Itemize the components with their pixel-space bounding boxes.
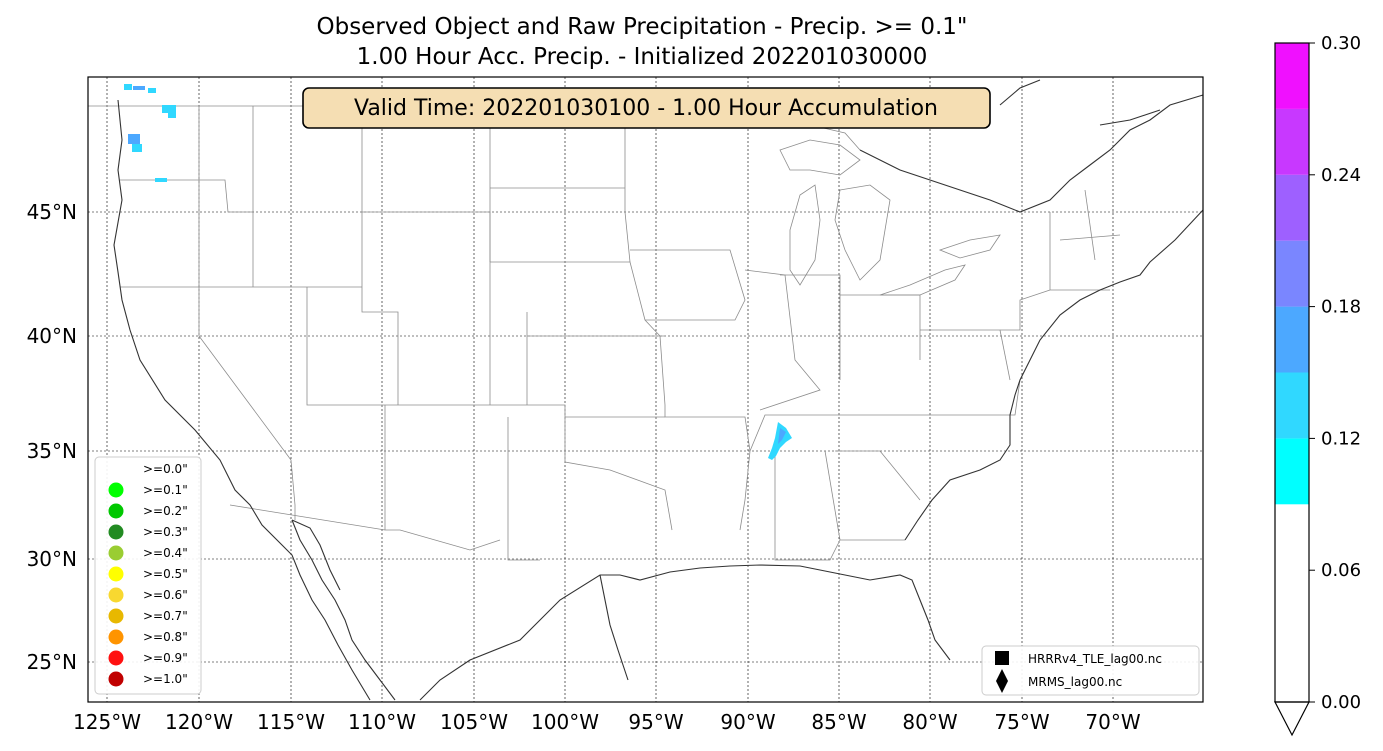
lon-tick-label: 110°W <box>348 710 416 734</box>
lat-tick-label: 30°N <box>27 547 77 571</box>
source-legend-label: MRMS_lag00.nc <box>1028 675 1122 689</box>
threshold-marker <box>108 671 124 687</box>
colorbar-band <box>1275 43 1309 109</box>
lat-tick-label: 25°N <box>27 650 77 674</box>
threshold-label: >=0.3" <box>143 525 188 539</box>
lon-tick-labels: 125°W 120°W 115°W 110°W 105°W 100°W 95°W… <box>73 710 1141 734</box>
lon-tick-label: 105°W <box>440 710 508 734</box>
colorbar-tick-label: 0.30 <box>1321 33 1361 54</box>
diamond-icon <box>996 669 1008 693</box>
lon-tick-label: 90°W <box>720 710 775 734</box>
threshold-label: >=0.7" <box>143 609 188 623</box>
valid-time-label: Valid Time: 202201030100 - 1.00 Hour Acc… <box>354 96 938 121</box>
great-lakes <box>779 139 1001 296</box>
source-legend-label: HRRRv4_TLE_lag00.nc <box>1028 652 1162 666</box>
source-legend: HRRRv4_TLE_lag00.nc MRMS_lag00.nc <box>981 645 1200 696</box>
threshold-marker <box>108 629 124 645</box>
colorbar-tick-label: 0.00 <box>1321 692 1361 713</box>
lon-tick-label: 85°W <box>811 710 866 734</box>
colorbar-band <box>1275 174 1309 241</box>
colorbar-band <box>1275 108 1309 175</box>
threshold-marker <box>108 503 124 519</box>
lon-tick-label: 70°W <box>1085 710 1140 734</box>
threshold-marker <box>108 608 124 624</box>
threshold-label: >=1.0" <box>143 672 188 686</box>
lon-tick-label: 75°W <box>994 710 1049 734</box>
valid-time-box: Valid Time: 202201030100 - 1.00 Hour Acc… <box>302 87 991 129</box>
threshold-marker <box>108 566 124 582</box>
colorbar-band <box>1275 240 1309 307</box>
threshold-label: >=0.4" <box>143 546 188 560</box>
colorbar: 0.30 0.24 0.18 0.12 0.06 0.00 <box>1274 33 1361 737</box>
threshold-marker <box>108 587 124 603</box>
lat-tick-label: 35°N <box>27 439 77 463</box>
threshold-label: >=0.6" <box>143 588 188 602</box>
title-line-2: 1.00 Hour Acc. Precip. - Initialized 202… <box>357 44 928 70</box>
threshold-legend: >=0.0" >=0.1" >=0.2" >=0.3" >=0.4" >=0.5" >=0.… <box>94 456 202 695</box>
coastlines <box>113 79 1204 701</box>
colorbar-tick-label: 0.18 <box>1321 297 1361 318</box>
threshold-marker <box>108 545 124 561</box>
lon-tick-label: 95°W <box>628 710 683 734</box>
precip-objects <box>124 84 792 460</box>
threshold-label: >=0.8" <box>143 630 188 644</box>
colorbar-tick-label: 0.06 <box>1321 560 1361 581</box>
colorbar-tick-label: 0.24 <box>1321 165 1361 186</box>
colorbar-frame <box>1274 42 1310 703</box>
threshold-marker <box>108 461 124 477</box>
lat-tick-label: 40°N <box>27 324 77 348</box>
colorbar-band <box>1275 438 1309 505</box>
colorbar-band <box>1275 372 1309 439</box>
square-icon <box>995 651 1009 665</box>
threshold-label: >=0.5" <box>143 567 188 581</box>
title-line-1: Observed Object and Raw Precipitation - … <box>317 14 968 40</box>
threshold-marker <box>108 482 124 498</box>
lon-tick-label: 120°W <box>165 710 233 734</box>
lon-tick-label: 125°W <box>73 710 141 734</box>
threshold-marker <box>108 524 124 540</box>
colorbar-extend-arrow <box>1274 701 1310 737</box>
colorbar-tick-label: 0.12 <box>1321 428 1361 449</box>
lon-tick-label: 80°W <box>902 710 957 734</box>
threshold-marker <box>108 650 124 666</box>
lon-tick-label: 115°W <box>257 710 325 734</box>
threshold-label: >=0.2" <box>143 504 188 518</box>
threshold-label: >=0.1" <box>143 483 188 497</box>
threshold-label: >=0.9" <box>143 651 188 665</box>
threshold-label: >=0.0" <box>143 462 188 476</box>
colorbar-band <box>1275 504 1309 702</box>
colorbar-band <box>1275 306 1309 373</box>
map-panel <box>87 76 1204 703</box>
lat-tick-label: 45°N <box>27 200 77 224</box>
lon-tick-label: 100°W <box>531 710 599 734</box>
lat-tick-labels: 45°N 40°N 35°N 30°N 25°N <box>27 200 77 674</box>
